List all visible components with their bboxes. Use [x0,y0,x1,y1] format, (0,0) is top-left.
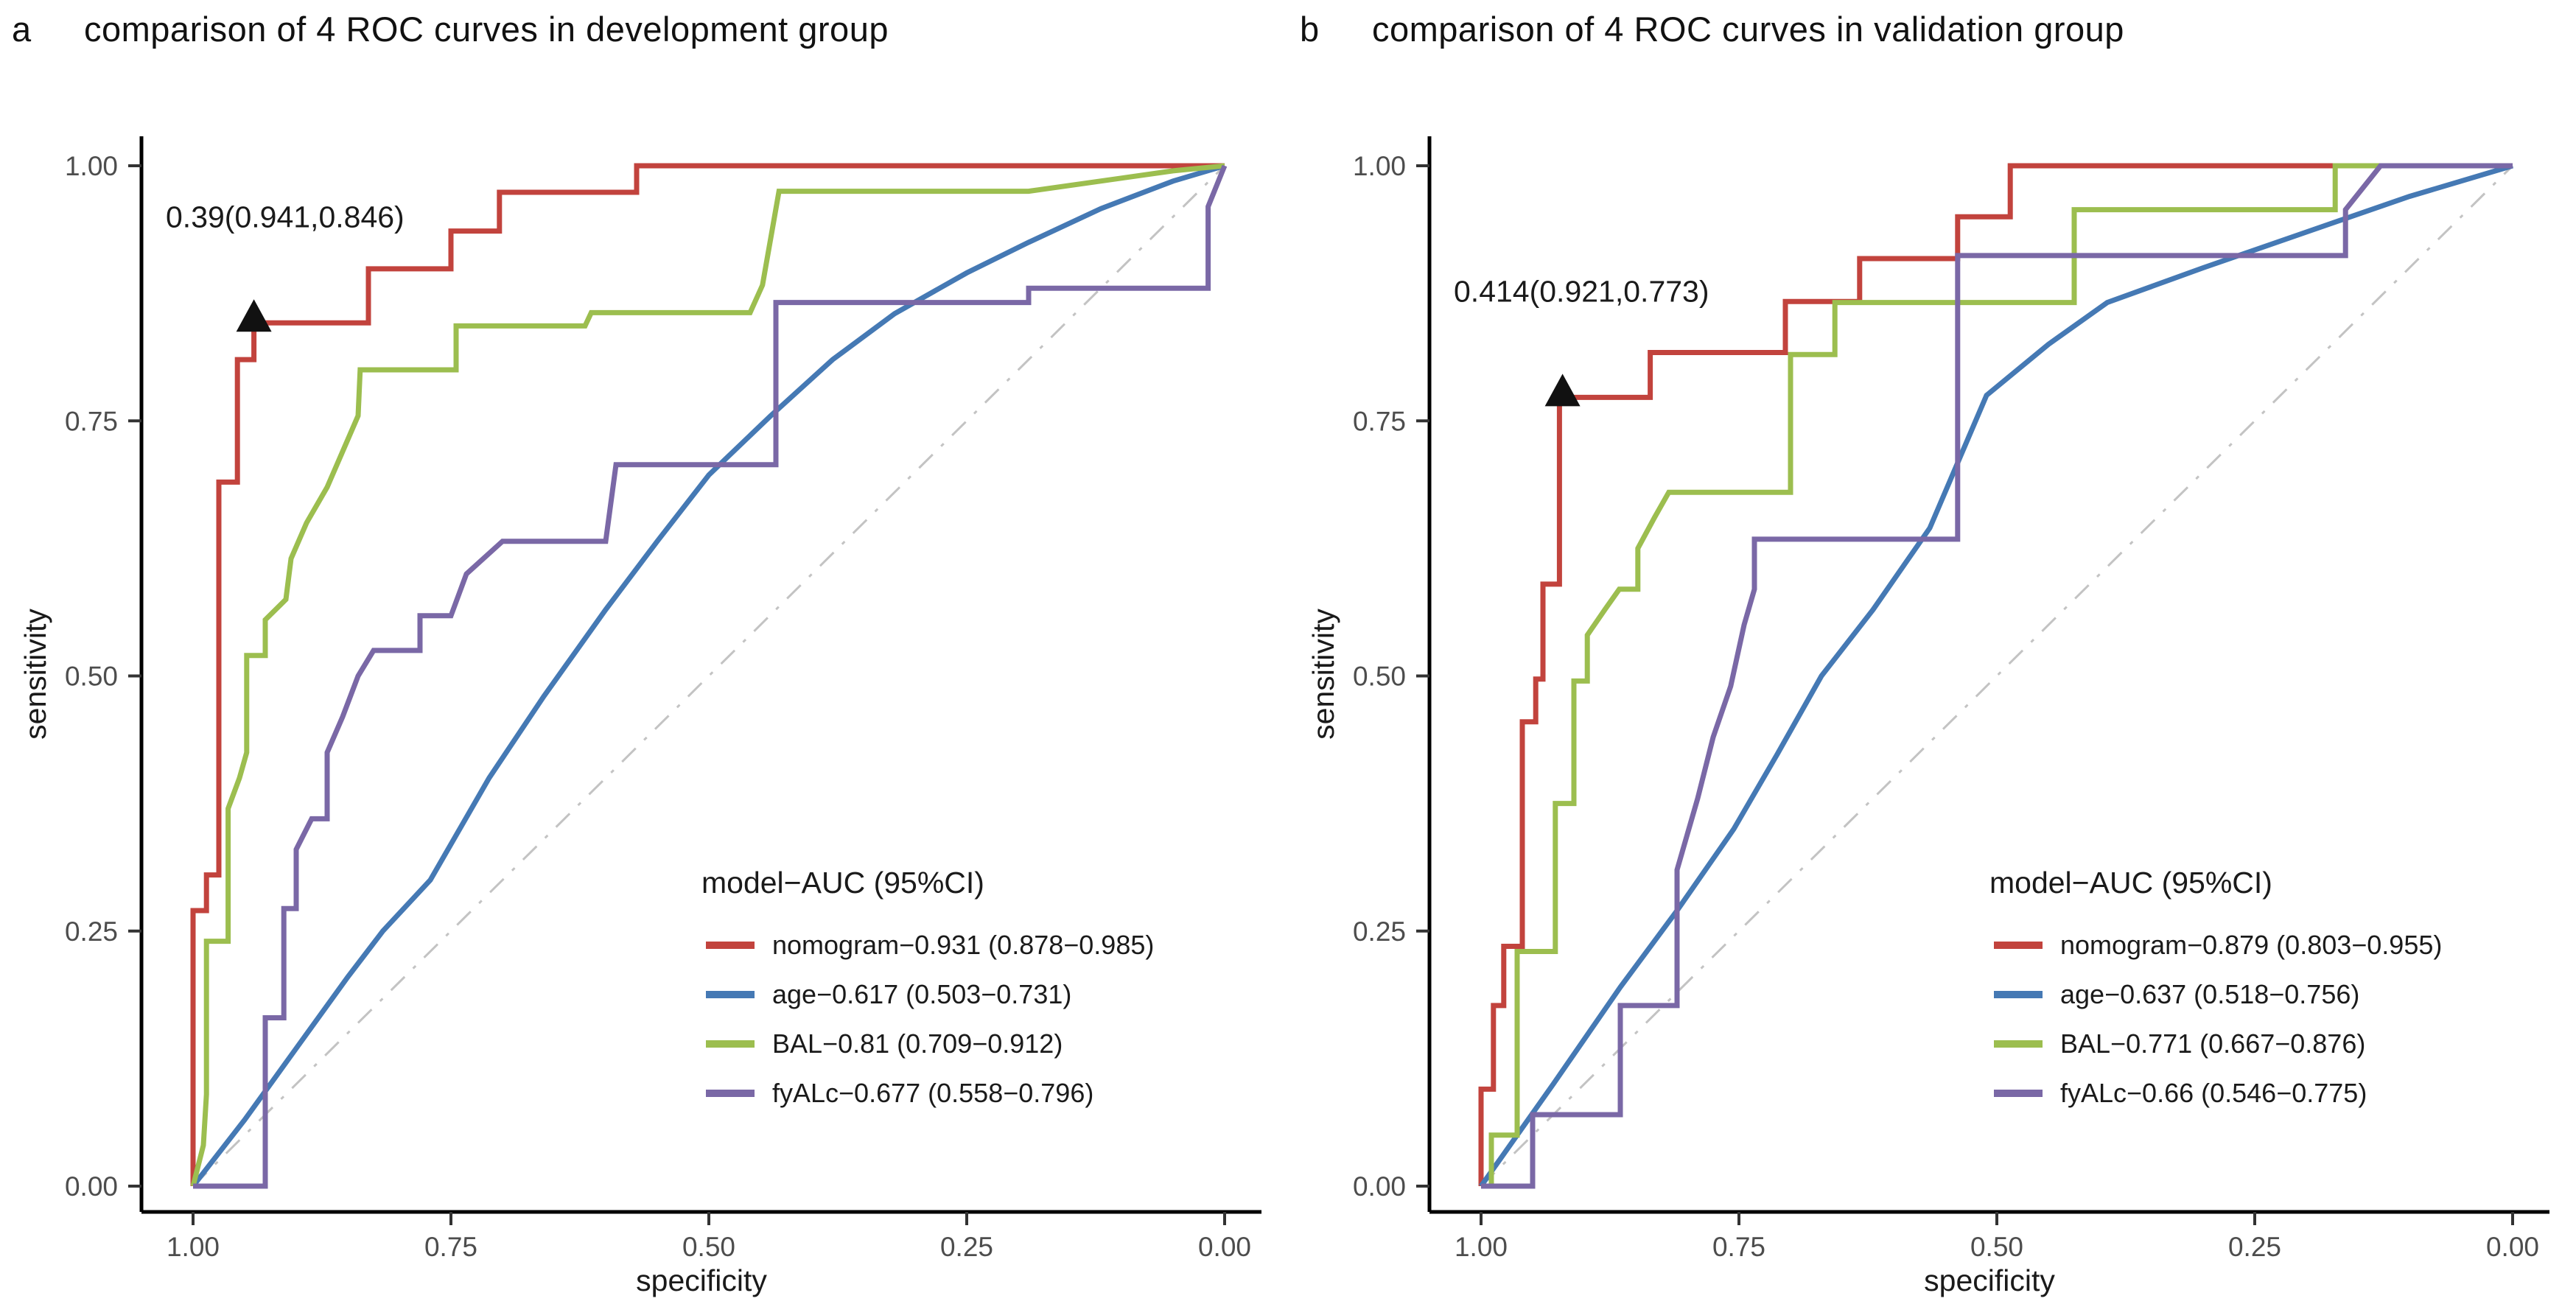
y-tick-label: 0.75 [1353,406,1406,436]
x-tick-label: 0.00 [2486,1232,2539,1262]
x-axis-label: specificity [636,1263,767,1297]
y-tick-label: 1.00 [1353,151,1406,181]
panel-b-title: comparison of 4 ROC curves in validation… [1372,10,2124,49]
cutpoint-marker [1544,374,1581,407]
y-tick-label: 1.00 [65,151,118,181]
roc-plot-validation: 1.00 0.75 0.50 0.25 0.00 0.00 0.25 0.50 0.75 1.00… [1306,136,2549,1297]
roc-curve-fyALc [1481,163,2513,1189]
panel-development: a comparison of 4 ROC curves in developm… [0,9,1288,1297]
cutpoint-marker [236,299,272,332]
legend-title: model−AUC (95%CI) [701,866,984,900]
legend-label-BAL: BAL−0.771 (0.667−0.876) [2060,1028,2365,1059]
x-tick-label: 0.75 [424,1232,477,1262]
y-tick-label: 0.50 [1353,662,1406,692]
panel-a-letter: a [12,10,32,49]
legend-label-fyALc: fyALc−0.66 (0.546−0.775) [2060,1078,2367,1108]
legend-label-age: age−0.617 (0.503−0.731) [772,979,1071,1009]
legend-label-nomogram: nomogram−0.931 (0.878−0.985) [772,930,1154,960]
cutpoint-label: 0.414(0.921,0.773) [1454,274,1709,308]
chance-line [1480,164,2514,1188]
chance-line [192,164,1226,1188]
panel-a-header: a comparison of 4 ROC curves in developm… [0,9,1288,49]
legend-label-BAL: BAL−0.81 (0.709−0.912) [772,1028,1063,1059]
panel-a-title: comparison of 4 ROC curves in developmen… [84,10,889,49]
panel-b-letter: b [1300,10,1320,49]
legend-title: model−AUC (95%CI) [1989,866,2272,900]
x-tick-label: 1.00 [1455,1232,1508,1262]
legend-label-fyALc: fyALc−0.677 (0.558−0.796) [772,1078,1093,1108]
y-tick-label: 0.50 [65,662,118,692]
x-tick-label: 0.25 [940,1232,993,1262]
y-tick-label: 0.00 [65,1171,118,1202]
y-tick-label: 0.75 [65,406,118,436]
cutpoint-label: 0.39(0.941,0.846) [166,200,405,234]
x-tick-label: 0.50 [1970,1232,2023,1262]
x-tick-label: 0.25 [2228,1232,2281,1262]
panel-validation: b comparison of 4 ROC curves in validati… [1288,0,2576,1304]
roc-curve-age [1479,163,2513,1188]
y-tick-label: 0.25 [65,916,118,947]
legend-label-nomogram: nomogram−0.879 (0.803−0.955) [2060,930,2442,960]
y-axis-label: sensitivity [18,609,52,740]
roc-plot-development: 1.00 0.75 0.50 0.25 0.00 0.00 0.25 0.50 0.75 1.00… [18,136,1261,1297]
legend-label-age: age−0.637 (0.518−0.756) [2060,979,2359,1009]
roc-curve-BAL [190,163,1225,1187]
y-axis-label: sensitivity [1306,609,1340,740]
x-axis-label: specificity [1924,1263,2055,1297]
y-tick-label: 0.00 [1353,1171,1406,1202]
panel-b-header: b comparison of 4 ROC curves in validati… [1288,9,2576,49]
roc-curve-age [191,163,1225,1188]
roc-curve-BAL [1481,163,2513,1189]
x-tick-label: 0.00 [1198,1232,1251,1262]
x-tick-label: 1.00 [167,1232,220,1262]
x-tick-label: 0.75 [1712,1232,1765,1262]
roc-curve-fyALc [193,164,1228,1189]
x-tick-label: 0.50 [682,1232,735,1262]
y-tick-label: 0.25 [1353,916,1406,947]
